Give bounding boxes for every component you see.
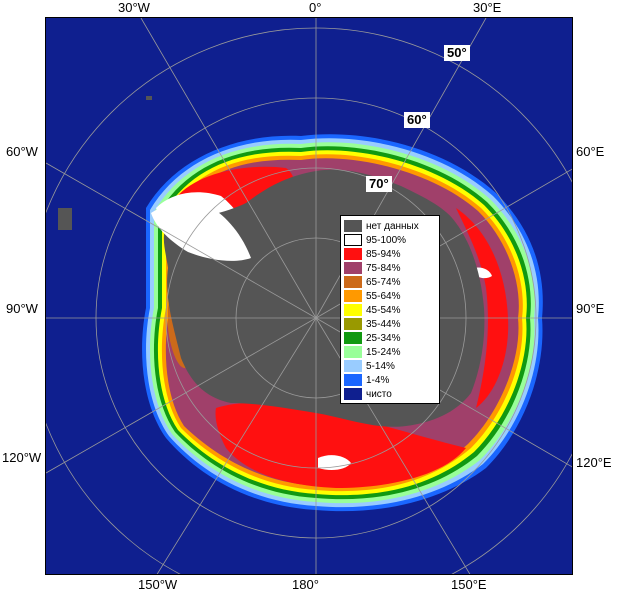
longitude-label-150w: 150°W xyxy=(138,577,178,592)
longitude-label-180: 180° xyxy=(292,577,319,592)
legend-item: 95-100% xyxy=(344,233,436,247)
legend-label: 65-74% xyxy=(366,276,401,288)
legend-item: нет данных xyxy=(344,219,436,233)
legend-label: 1-4% xyxy=(366,374,390,386)
legend-swatch xyxy=(344,388,362,400)
ice-zone-95-100-weddell xyxy=(151,201,251,261)
latitude-label-60: 60° xyxy=(404,112,430,128)
longitude-label-120w: 120°W xyxy=(2,450,42,465)
longitude-label-30e: 30°E xyxy=(473,0,502,15)
legend-swatch xyxy=(344,346,362,358)
legend-label: 75-84% xyxy=(366,262,401,274)
legend-label: 45-54% xyxy=(366,304,401,316)
legend-swatch xyxy=(344,220,362,232)
legend-swatch xyxy=(344,332,362,344)
nodata-speck-2 xyxy=(146,96,152,100)
legend-label: 85-94% xyxy=(366,248,401,260)
sea-ice-map xyxy=(45,17,573,575)
concentration-legend: нет данных 95-100% 85-94% 75-84% 65-74% … xyxy=(340,215,440,404)
legend-item: 45-54% xyxy=(344,303,436,317)
legend-item: 15-24% xyxy=(344,345,436,359)
legend-swatch xyxy=(344,304,362,316)
legend-swatch xyxy=(344,374,362,386)
legend-item: 55-64% xyxy=(344,289,436,303)
longitude-label-120e: 120°E xyxy=(576,455,612,470)
ice-zone-85-94-east xyxy=(456,208,509,408)
legend-swatch xyxy=(344,248,362,260)
latitude-label-70: 70° xyxy=(366,176,392,192)
legend-label: 5-14% xyxy=(366,360,395,372)
legend-item: 35-44% xyxy=(344,317,436,331)
ice-zone-85-94-south xyxy=(215,402,466,488)
longitude-label-150e: 150°E xyxy=(451,577,487,592)
longitude-label-30w: 30°W xyxy=(118,0,150,15)
longitude-label-90e: 90°E xyxy=(576,301,605,316)
meridian-150w xyxy=(156,317,317,574)
legend-swatch xyxy=(344,276,362,288)
longitude-label-0: 0° xyxy=(309,0,322,15)
map-canvas xyxy=(46,18,572,574)
meridian-60w xyxy=(46,162,317,319)
legend-item: 85-94% xyxy=(344,247,436,261)
legend-label: 35-44% xyxy=(366,318,401,330)
legend-item: 75-84% xyxy=(344,261,436,275)
latitude-label-50: 50° xyxy=(444,45,470,61)
longitude-label-60w: 60°W xyxy=(6,144,38,159)
ice-zone-95-100-south xyxy=(318,455,351,471)
legend-label: 95-100% xyxy=(366,234,407,246)
longitude-label-90w: 90°W xyxy=(6,301,38,316)
legend-swatch xyxy=(344,234,362,246)
legend-item: 5-14% xyxy=(344,359,436,373)
legend-item: чисто xyxy=(344,387,436,401)
longitude-label-60e: 60°E xyxy=(576,144,605,159)
nodata-speck-1 xyxy=(58,208,72,230)
legend-label: нет данных xyxy=(366,220,419,232)
legend-swatch xyxy=(344,360,362,372)
legend-swatch xyxy=(344,262,362,274)
legend-label: 25-34% xyxy=(366,332,401,344)
meridian-120w xyxy=(46,317,317,474)
legend-swatch xyxy=(344,318,362,330)
legend-label: чисто xyxy=(366,388,392,400)
legend-item: 1-4% xyxy=(344,373,436,387)
legend-label: 55-64% xyxy=(366,290,401,302)
legend-item: 25-34% xyxy=(344,331,436,345)
legend-label: 15-24% xyxy=(366,346,401,358)
legend-item: 65-74% xyxy=(344,275,436,289)
meridian-30w xyxy=(140,18,317,319)
legend-swatch xyxy=(344,290,362,302)
